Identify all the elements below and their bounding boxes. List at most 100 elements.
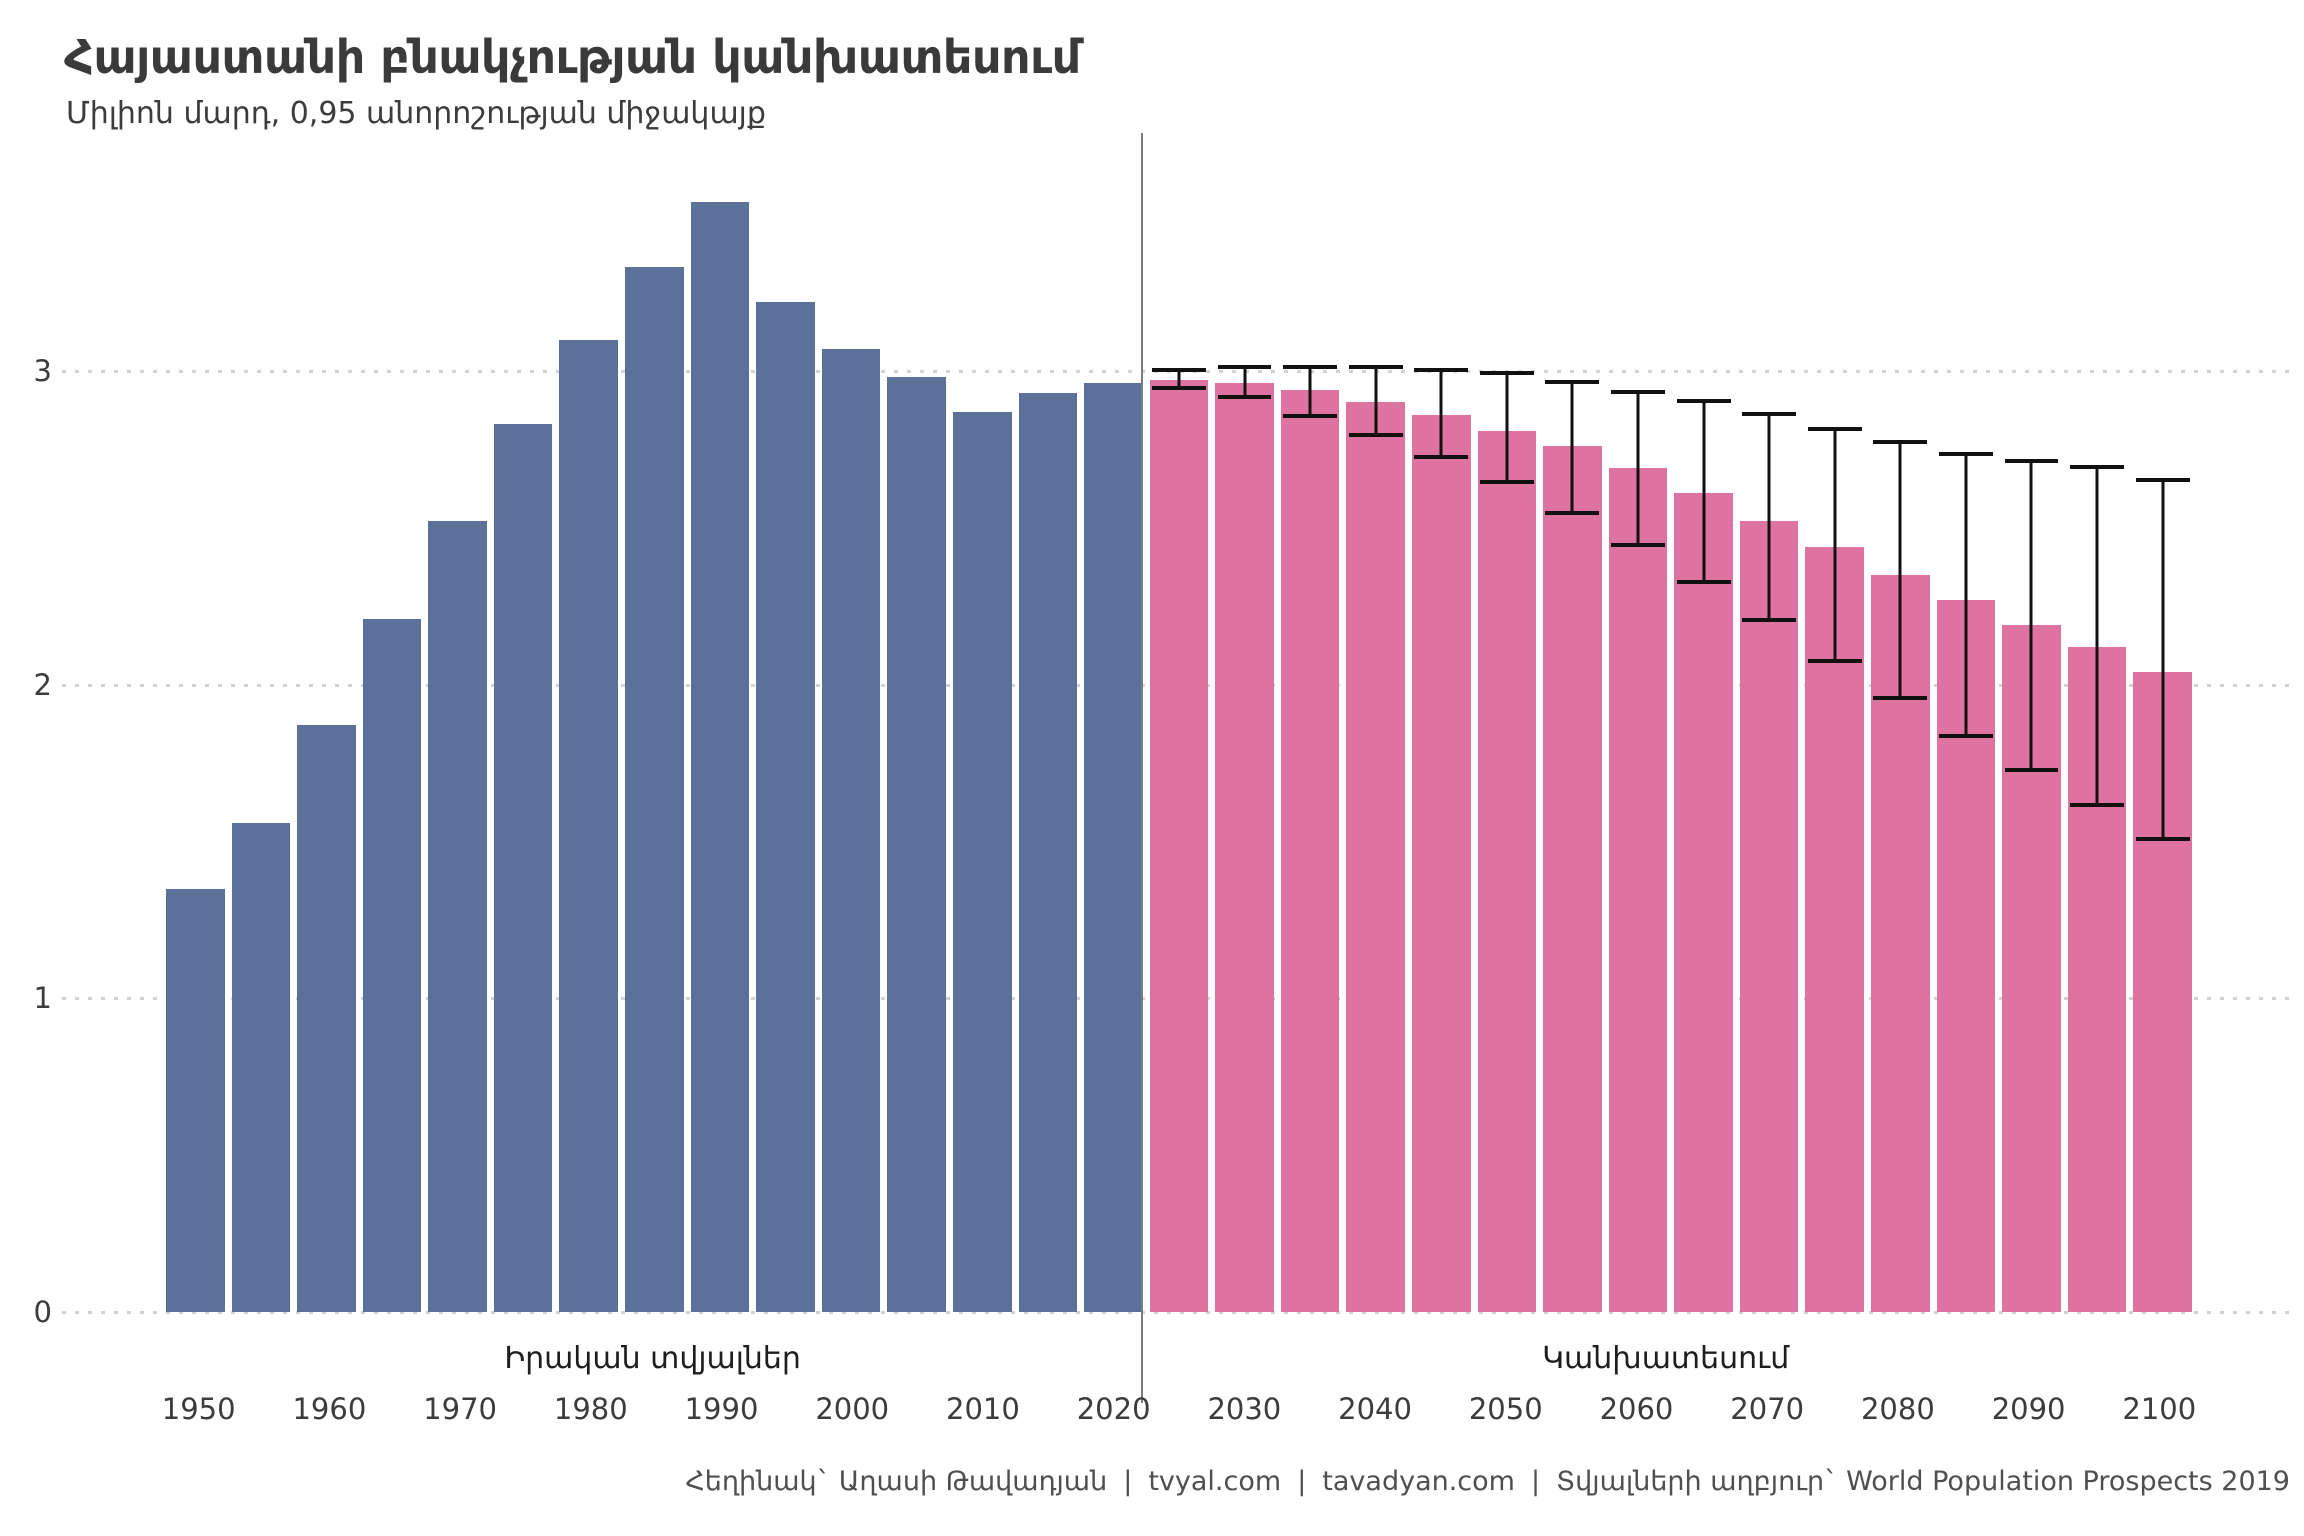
historical-region-label: Իրական տվյալներ (504, 1341, 801, 1376)
bar-1975-historical (493, 424, 553, 1312)
x-tick-label-2000: 2000 (815, 1392, 890, 1426)
error-bar-2090 (2002, 458, 2061, 773)
bar-2060-forecast (1608, 468, 1668, 1312)
error-bar-cap-upper (1414, 367, 1469, 372)
bar-2020-historical (1084, 383, 1143, 1312)
error-bar-cap-upper (2070, 465, 2124, 470)
bar-slot-2015 (1018, 140, 1078, 1312)
bar-slot-2095 (2067, 140, 2127, 1312)
bar-1990-historical (690, 201, 750, 1312)
bar-slot-1950 (166, 140, 225, 1312)
x-tick-label-1970: 1970 (423, 1392, 497, 1426)
error-bar-2075 (1805, 427, 1864, 663)
bar-slot-2075 (1805, 140, 1865, 1312)
error-bar-cap-lower (1283, 413, 1338, 418)
bar-slot-2040 (1346, 140, 1405, 1312)
error-bar-line (1308, 364, 1312, 418)
error-bar-cap-lower (2070, 802, 2124, 807)
error-bar-cap-lower (1348, 432, 1403, 437)
x-tick-label-2020: 2020 (1076, 1392, 1151, 1426)
bar-slot-1990 (690, 140, 750, 1312)
caption-separator: | (1297, 1466, 1307, 1497)
error-bar-cap-lower (1414, 454, 1469, 459)
bar-slot-1980 (559, 140, 619, 1312)
error-bar-2025 (1150, 367, 1209, 390)
x-axis-labels: 1950 1960 1970 1980 1990 2000 2010 2020 2030 2040… (162, 1392, 2196, 1432)
caption-separator: | (1123, 1466, 1133, 1497)
x-tick-label-1960: 1960 (292, 1392, 367, 1426)
error-bar-cap-upper (1611, 389, 1665, 394)
x-tick-label-2040: 2040 (1338, 1392, 1412, 1426)
caption-author: Հեղինակ` Աղասի Թավադյան (685, 1466, 1108, 1497)
error-bar-cap-lower (1217, 395, 1272, 400)
chart-subtitle: Միլիոն մարդ, 0,95 անորոշության միջակայք (66, 96, 766, 131)
error-bar-2045 (1412, 367, 1471, 459)
bar-2035-forecast (1280, 389, 1340, 1312)
error-bar-2080 (1871, 439, 1930, 701)
error-bar-cap-upper (1807, 427, 1862, 432)
historical-forecast-divider-line (1141, 133, 1144, 1403)
caption-site-tavadyan: tavadyan.com (1322, 1466, 1515, 1497)
y-tick-label-0: 0 (33, 1295, 52, 1329)
bar-slot-2100 (2133, 140, 2192, 1312)
error-bar-cap-upper (1742, 411, 1797, 416)
error-bar-line (2095, 465, 2099, 807)
bar-1980-historical (559, 339, 619, 1312)
error-bar-line (2161, 477, 2165, 842)
error-bar-cap-lower (1479, 479, 1534, 484)
y-tick-label-3: 3 (33, 353, 52, 388)
bar-2070-forecast (1739, 521, 1799, 1312)
error-bar-cap-upper (1152, 367, 1206, 372)
x-tick-label-1980: 1980 (553, 1392, 628, 1426)
bar-1995-historical (756, 301, 815, 1312)
bar-slot-2085 (1936, 140, 1996, 1312)
bar-slot-2005 (887, 140, 946, 1312)
bar-2075-forecast (1805, 546, 1865, 1312)
error-bar-2060 (1609, 389, 1668, 547)
bar-slot-1995 (756, 140, 815, 1312)
y-tick-label-2: 2 (33, 667, 52, 702)
error-bar-line (1833, 427, 1837, 663)
bar-slot-2065 (1674, 140, 1733, 1312)
bar-slot-1955 (231, 140, 291, 1312)
error-bar-line (1636, 389, 1640, 547)
error-bar-2070 (1740, 411, 1799, 622)
error-bar-cap-lower (1938, 733, 1993, 738)
bar-2065-forecast (1674, 493, 1733, 1312)
error-bar-cap-lower (1152, 385, 1206, 390)
error-bar-cap-lower (1873, 696, 1928, 701)
error-bar-cap-lower (1545, 511, 1600, 516)
error-bar-cap-upper (1676, 399, 1731, 404)
error-bar-cap-lower (1742, 617, 1797, 622)
bar-2010-historical (952, 411, 1012, 1312)
bar-slot-1985 (625, 140, 684, 1312)
bar-1955-historical (231, 822, 291, 1312)
bar-slot-1970 (428, 140, 487, 1312)
x-tick-label-2090: 2090 (1991, 1392, 2066, 1426)
error-bar-2085 (1937, 452, 1996, 738)
bar-slot-2000 (821, 140, 881, 1312)
error-bar-line (1374, 364, 1378, 437)
x-tick-label-2030: 2030 (1207, 1392, 1282, 1426)
error-bar-line (1767, 411, 1771, 622)
bar-slot-2025 (1149, 140, 1209, 1312)
bar-2055-forecast (1543, 446, 1602, 1312)
bar-slot-2060 (1608, 140, 1668, 1312)
bars-area (166, 140, 2192, 1312)
caption-source: Տվյալների աղբյուր` World Population Pros… (1556, 1466, 2290, 1497)
error-bar-line (1898, 439, 1902, 701)
bar-slot-2020 (1084, 140, 1143, 1312)
error-bar-2100 (2133, 477, 2192, 842)
bar-1950-historical (166, 888, 225, 1312)
x-tick-label-2100: 2100 (2122, 1392, 2197, 1426)
bar-1985-historical (625, 267, 684, 1312)
x-tick-label-2070: 2070 (1730, 1392, 1805, 1426)
error-bar-line (1177, 367, 1181, 390)
error-bar-2095 (2068, 465, 2127, 807)
error-bar-2050 (1478, 370, 1537, 484)
error-bar-line (1964, 452, 1968, 738)
bar-2040-forecast (1346, 402, 1405, 1312)
error-bar-cap-upper (1283, 364, 1338, 369)
chart-title: Հայաստանի բնակչության կանխատեսում (64, 30, 1081, 84)
